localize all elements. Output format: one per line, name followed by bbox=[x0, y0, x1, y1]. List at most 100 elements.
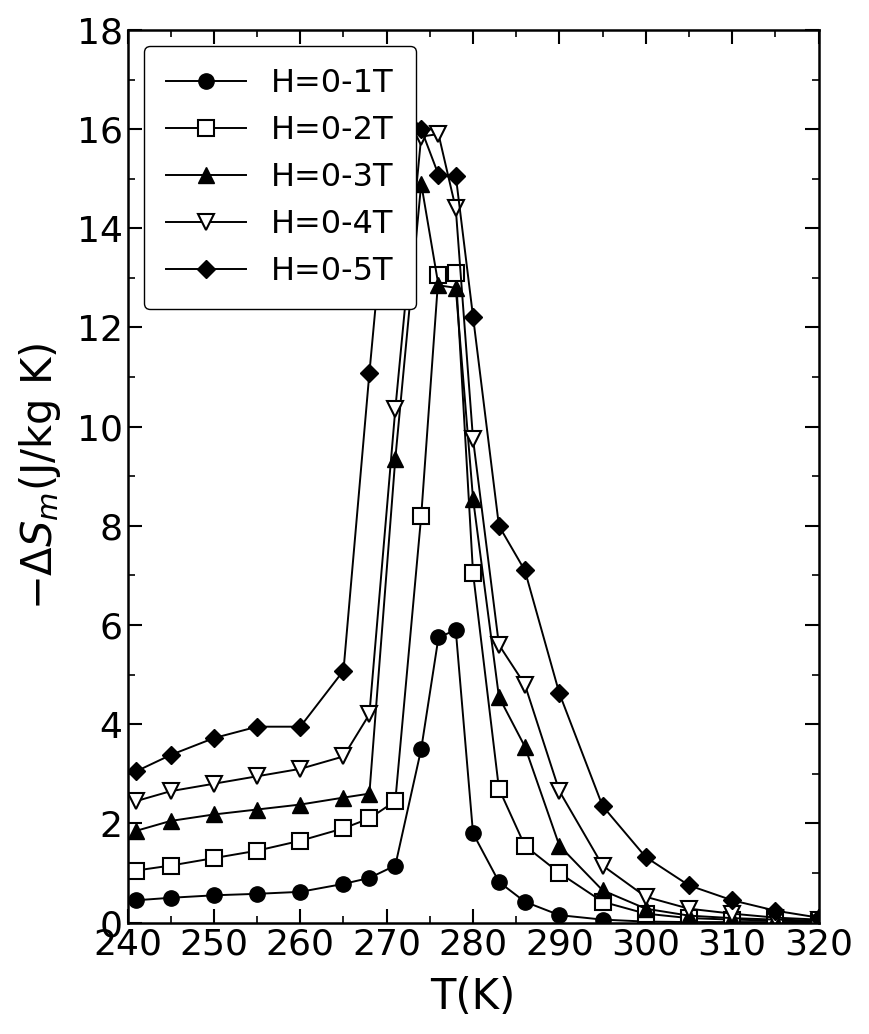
H=0-4T bbox=[813, 913, 823, 925]
H=0-2T bbox=[131, 864, 142, 877]
H=0-1T bbox=[450, 624, 461, 636]
Line: H=0-3T: H=0-3T bbox=[129, 176, 826, 929]
H=0-3T bbox=[450, 282, 461, 295]
H=0-2T bbox=[554, 866, 564, 879]
H=0-2T bbox=[468, 567, 478, 579]
H=0-1T bbox=[494, 876, 504, 888]
H=0-5T bbox=[640, 851, 651, 863]
H=0-5T bbox=[450, 170, 461, 182]
H=0-5T bbox=[364, 367, 375, 379]
H=0-1T bbox=[519, 895, 529, 908]
H=0-1T bbox=[770, 916, 780, 929]
H=0-3T bbox=[519, 740, 529, 753]
H=0-1T bbox=[338, 878, 348, 890]
H=0-1T bbox=[726, 916, 737, 929]
H=0-3T bbox=[468, 492, 478, 505]
H=0-1T bbox=[165, 891, 176, 904]
H=0-5T bbox=[468, 310, 478, 323]
H=0-2T bbox=[433, 270, 443, 282]
H=0-3T bbox=[640, 903, 651, 915]
H=0-2T bbox=[390, 795, 401, 808]
H=0-2T bbox=[165, 859, 176, 872]
H=0-2T bbox=[295, 834, 305, 847]
H=0-4T bbox=[433, 128, 443, 141]
Line: H=0-1T: H=0-1T bbox=[129, 622, 826, 930]
H=0-4T bbox=[415, 130, 426, 143]
H=0-3T bbox=[770, 913, 780, 925]
H=0-2T bbox=[494, 783, 504, 795]
H=0-3T bbox=[295, 798, 305, 811]
H=0-1T bbox=[390, 859, 401, 872]
H=0-2T bbox=[597, 895, 607, 908]
H=0-5T bbox=[433, 169, 443, 181]
H=0-4T bbox=[338, 751, 348, 763]
H=0-4T bbox=[209, 778, 219, 790]
H=0-4T bbox=[295, 763, 305, 776]
H=0-1T bbox=[683, 916, 693, 929]
H=0-3T bbox=[338, 791, 348, 803]
H=0-3T bbox=[683, 910, 693, 922]
H=0-3T bbox=[554, 840, 564, 852]
H=0-4T bbox=[390, 403, 401, 416]
H=0-5T bbox=[770, 905, 780, 917]
H=0-3T bbox=[494, 691, 504, 703]
H=0-5T bbox=[683, 879, 693, 891]
H=0-2T bbox=[770, 914, 780, 926]
H=0-5T bbox=[597, 800, 607, 813]
H=0-5T bbox=[415, 123, 426, 135]
H=0-3T bbox=[433, 279, 443, 292]
H=0-2T bbox=[640, 908, 651, 920]
H=0-1T bbox=[295, 886, 305, 899]
H=0-1T bbox=[364, 872, 375, 884]
H=0-3T bbox=[415, 178, 426, 190]
H=0-3T bbox=[131, 825, 142, 838]
H=0-5T bbox=[519, 565, 529, 577]
H=0-4T bbox=[597, 859, 607, 872]
H=0-4T bbox=[252, 770, 262, 783]
H=0-4T bbox=[726, 908, 737, 920]
H=0-5T bbox=[494, 520, 504, 533]
H=0-3T bbox=[364, 788, 375, 800]
H=0-4T bbox=[640, 890, 651, 903]
H=0-1T bbox=[597, 913, 607, 925]
H=0-3T bbox=[252, 803, 262, 816]
H=0-5T bbox=[390, 88, 401, 100]
H=0-4T bbox=[554, 785, 564, 797]
H=0-4T bbox=[165, 785, 176, 797]
H=0-5T bbox=[252, 721, 262, 733]
H=0-3T bbox=[813, 914, 823, 926]
H=0-4T bbox=[519, 678, 529, 691]
Line: H=0-2T: H=0-2T bbox=[129, 266, 826, 930]
H=0-2T bbox=[338, 822, 348, 834]
H=0-4T bbox=[450, 203, 461, 215]
H=0-4T bbox=[364, 708, 375, 721]
H=0-1T bbox=[415, 742, 426, 755]
H=0-5T bbox=[209, 732, 219, 744]
H=0-3T bbox=[390, 453, 401, 465]
H=0-1T bbox=[640, 915, 651, 927]
H=0-4T bbox=[468, 433, 478, 446]
H=0-2T bbox=[726, 913, 737, 925]
H=0-1T bbox=[813, 916, 823, 929]
H=0-3T bbox=[209, 809, 219, 821]
H=0-2T bbox=[519, 840, 529, 852]
H=0-4T bbox=[131, 795, 142, 808]
H=0-5T bbox=[554, 688, 564, 700]
H=0-2T bbox=[415, 510, 426, 522]
H=0-5T bbox=[813, 911, 823, 923]
H=0-1T bbox=[554, 909, 564, 921]
H=0-4T bbox=[494, 639, 504, 651]
H=0-5T bbox=[131, 765, 142, 778]
Line: H=0-5T: H=0-5T bbox=[129, 88, 824, 924]
Line: H=0-4T: H=0-4T bbox=[129, 126, 826, 927]
H=0-1T bbox=[209, 889, 219, 902]
H=0-1T bbox=[252, 887, 262, 900]
H=0-3T bbox=[597, 884, 607, 896]
H=0-4T bbox=[683, 903, 693, 915]
H=0-1T bbox=[131, 894, 142, 907]
H=0-2T bbox=[209, 852, 219, 864]
H=0-1T bbox=[468, 827, 478, 840]
H=0-2T bbox=[364, 813, 375, 825]
Y-axis label: $-\Delta S_m$(J/kg K): $-\Delta S_m$(J/kg K) bbox=[17, 342, 63, 610]
H=0-5T bbox=[726, 894, 737, 907]
